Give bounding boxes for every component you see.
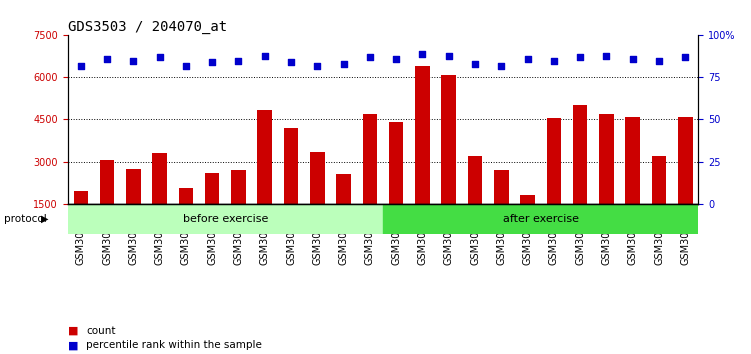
Bar [231, 170, 246, 246]
Point [469, 61, 481, 67]
Bar [415, 66, 430, 246]
Point [258, 53, 271, 58]
Point [364, 55, 376, 60]
Bar [468, 156, 482, 246]
Point [653, 58, 665, 63]
Bar [389, 122, 403, 246]
Text: ■: ■ [68, 326, 78, 336]
Bar [383, 204, 698, 234]
Bar [126, 169, 140, 246]
Point [601, 53, 613, 58]
Bar [520, 195, 535, 246]
Bar [626, 117, 640, 246]
Point [443, 53, 455, 58]
Bar [336, 174, 351, 246]
Bar [284, 128, 298, 246]
Point [338, 61, 350, 67]
Text: ▶: ▶ [41, 213, 49, 224]
Bar [547, 118, 561, 246]
Point [391, 56, 403, 62]
Bar [205, 173, 219, 246]
Point [521, 56, 533, 62]
Bar [363, 114, 377, 246]
Bar [599, 114, 614, 246]
Point [548, 58, 560, 63]
Point [75, 63, 87, 68]
Bar [573, 105, 587, 246]
Point [154, 55, 166, 60]
Bar [652, 156, 666, 246]
Text: GDS3503 / 204070_at: GDS3503 / 204070_at [68, 21, 227, 34]
Text: percentile rank within the sample: percentile rank within the sample [86, 340, 262, 350]
Bar [152, 153, 167, 246]
Bar [494, 170, 508, 246]
Point [496, 63, 508, 68]
Bar [74, 191, 88, 246]
Text: before exercise: before exercise [182, 213, 268, 224]
Bar [258, 110, 272, 246]
Text: after exercise: after exercise [502, 213, 579, 224]
Point [679, 55, 691, 60]
Bar [100, 160, 114, 246]
Point [128, 58, 140, 63]
Text: protocol: protocol [4, 213, 47, 224]
Point [575, 55, 587, 60]
Text: count: count [86, 326, 116, 336]
Point [233, 58, 245, 63]
Point [312, 63, 324, 68]
Point [180, 63, 192, 68]
Point [206, 59, 219, 65]
Point [626, 56, 638, 62]
Bar [310, 152, 324, 246]
Bar [179, 188, 193, 246]
Point [101, 56, 113, 62]
Point [285, 59, 297, 65]
Bar [678, 117, 692, 246]
Point [416, 51, 428, 57]
Text: ■: ■ [68, 340, 78, 350]
Bar [68, 204, 383, 234]
Bar [442, 75, 456, 246]
